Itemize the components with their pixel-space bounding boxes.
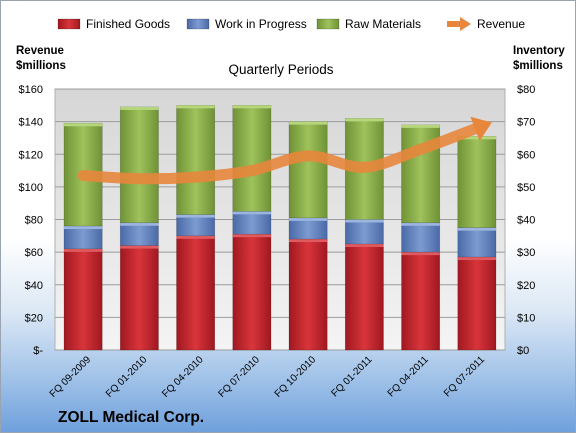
finished-goods-bar <box>119 245 159 351</box>
right-tick-label: $20 <box>517 280 535 292</box>
work-in-progress-legend-swatch <box>186 18 210 30</box>
finished-goods-bar-top <box>457 257 496 261</box>
raw-materials-bar-top <box>232 105 271 109</box>
finished-goods-bar-top <box>289 239 328 243</box>
raw-materials-legend-swatch <box>316 18 340 30</box>
right-axis-label-line2: $millions <box>513 60 563 72</box>
left-tick-label: $140 <box>19 117 43 129</box>
category-label: FQ 09-2009 <box>48 354 94 400</box>
left-tick-label: $40 <box>25 280 43 292</box>
raw-materials-bar-top <box>176 105 215 109</box>
work-in-progress-bar <box>176 214 216 237</box>
finished-goods-bar <box>176 235 216 351</box>
right-tick-label: $50 <box>517 182 535 194</box>
raw-materials-bar-top <box>64 123 103 127</box>
raw-materials-bar-top <box>120 106 159 110</box>
raw-materials-bar-top <box>345 118 384 122</box>
finished-goods-bar <box>288 238 328 351</box>
work-in-progress-bar <box>288 217 328 240</box>
work-in-progress-bar <box>457 227 497 258</box>
raw-materials-bar-top <box>457 136 496 140</box>
right-tick-label: $80 <box>517 84 535 96</box>
raw-materials-bar <box>119 106 159 224</box>
right-tick-label: $70 <box>517 117 535 129</box>
right-tick-label: $30 <box>517 247 535 259</box>
chart-title: Quarterly Periods <box>228 62 333 77</box>
raw-materials-bar <box>232 105 272 212</box>
finished-goods-bar <box>457 256 497 351</box>
work-in-progress-bar-top <box>176 214 215 218</box>
work-in-progress-bar <box>401 222 441 253</box>
raw-materials-bar-top <box>289 121 328 125</box>
right-axis-label-line1: Inventory <box>513 45 565 57</box>
finished-goods-bar <box>401 251 441 351</box>
right-tick-label: $60 <box>517 149 535 161</box>
legend-label: Revenue <box>477 17 525 31</box>
work-in-progress-bar <box>119 222 159 246</box>
finished-goods-bar-top <box>64 248 103 252</box>
company-name: ZOLL Medical Corp. <box>58 409 204 426</box>
left-tick-label: $120 <box>19 149 43 161</box>
left-tick-label: $160 <box>19 84 43 96</box>
finished-goods-bar-top <box>232 234 271 238</box>
finished-goods-bar <box>232 233 272 351</box>
raw-materials-bar <box>176 105 216 215</box>
revenue-line-group <box>77 116 492 185</box>
category-label: FQ 01-2011 <box>330 354 375 399</box>
left-tick-label: $- <box>33 345 43 357</box>
category-label: FQ 04-2011 <box>386 354 431 399</box>
finished-goods-bar <box>63 248 103 351</box>
finished-goods-legend-swatch <box>57 18 81 30</box>
revenue-arrowhead <box>470 116 492 142</box>
revenue-line <box>77 122 483 185</box>
raw-materials-bar <box>457 136 497 228</box>
finished-goods-bar-top <box>401 252 440 256</box>
finished-goods-bar-top <box>176 235 215 239</box>
revenue-legend-swatch-arrow <box>460 17 471 31</box>
left-axis-label-line2: $millions <box>16 60 66 72</box>
left-axis-label-line1: Revenue <box>16 45 64 57</box>
legend-label: Work in Progress <box>215 17 307 31</box>
category-label: FQ 04-2010 <box>160 354 206 400</box>
finished-goods-bar-top <box>345 243 384 247</box>
left-tick-label: $100 <box>19 182 43 194</box>
work-in-progress-bar <box>63 225 103 250</box>
category-label: FQ 10-2010 <box>273 354 319 400</box>
work-in-progress-bar-top <box>401 222 440 226</box>
work-in-progress-bar-top <box>64 226 103 230</box>
work-in-progress-bar-top <box>232 211 271 215</box>
category-label: FQ 07-2010 <box>216 354 262 400</box>
category-label: FQ 01-2010 <box>104 354 150 400</box>
raw-materials-bar-top <box>401 124 440 128</box>
legend: Finished Goods Work in Progress Raw Materi… <box>57 17 525 31</box>
legend-label: Raw Materials <box>345 17 421 31</box>
finished-goods-bar <box>344 243 384 351</box>
left-tick-label: $60 <box>25 247 43 259</box>
work-in-progress-bar-top <box>289 217 328 221</box>
work-in-progress-bar <box>344 219 384 245</box>
left-tick-label: $80 <box>25 215 43 227</box>
left-tick-label: $20 <box>25 312 43 324</box>
category-label: FQ 07-2011 <box>442 354 487 399</box>
work-in-progress-bar-top <box>345 219 384 223</box>
work-in-progress-bar <box>232 211 272 235</box>
right-tick-label: $40 <box>517 215 535 227</box>
work-in-progress-bar-top <box>120 222 159 226</box>
raw-materials-bar <box>288 121 328 219</box>
work-in-progress-bar-top <box>457 227 496 231</box>
legend-label: Finished Goods <box>86 17 170 31</box>
right-tick-label: $0 <box>517 345 529 357</box>
right-tick-label: $10 <box>517 312 535 324</box>
finished-goods-bar-top <box>120 245 159 249</box>
